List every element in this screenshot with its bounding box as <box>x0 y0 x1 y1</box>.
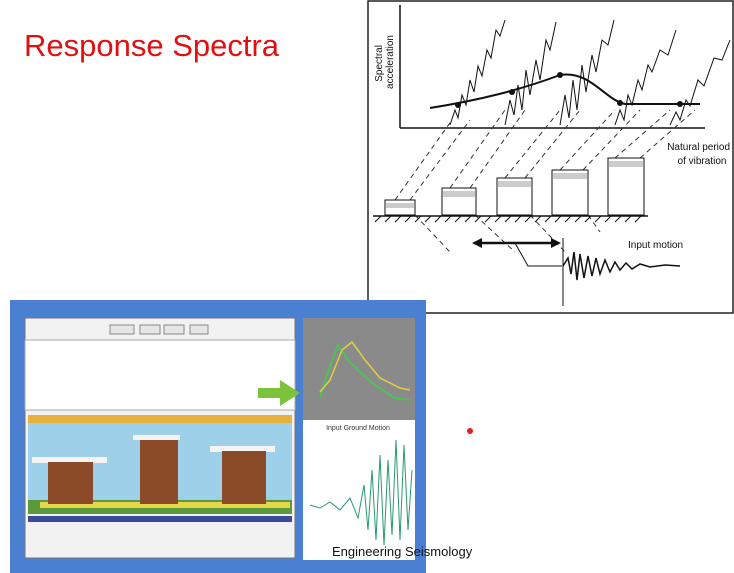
input-motion-label: Input motion <box>628 240 683 251</box>
simulator-charts <box>25 340 295 410</box>
graph-label: Input Ground Motion <box>326 425 390 432</box>
x-axis-label-line: Natural period <box>667 142 730 153</box>
slide-title: Response Spectra <box>24 28 280 63</box>
toolbar-buttons <box>110 325 208 334</box>
slide: Response Spectra Spectral acceleration N… <box>0 0 734 573</box>
spectrum-graph <box>303 318 415 420</box>
info-bar <box>28 516 292 522</box>
slide-footer: Engineering Seismology <box>332 544 473 559</box>
y-axis-label-line: Spectral <box>374 45 385 82</box>
simulator-screenshot: Input Ground Motion <box>10 300 426 573</box>
y-axis-label: Spectral acceleration <box>374 35 396 89</box>
page: {"slide": {"title": "Response Spectra", … <box>0 0 734 573</box>
pointer-dot <box>467 428 473 434</box>
diagram: Spectral acceleration Natural period of … <box>368 1 733 313</box>
x-axis-label-line: of vibration <box>678 156 727 167</box>
y-axis-label-line: acceleration <box>385 35 396 89</box>
title-bar <box>28 415 292 423</box>
